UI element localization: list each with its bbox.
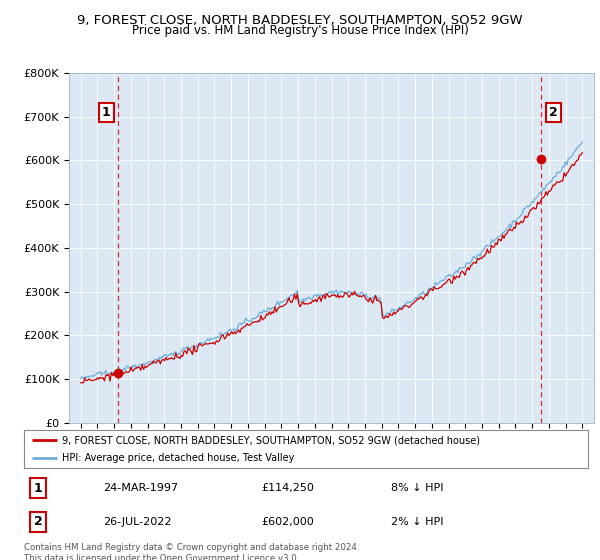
Text: £114,250: £114,250 <box>261 483 314 493</box>
Text: 1: 1 <box>34 482 43 495</box>
Text: 2% ↓ HPI: 2% ↓ HPI <box>391 517 443 527</box>
Text: 8% ↓ HPI: 8% ↓ HPI <box>391 483 443 493</box>
Text: 9, FOREST CLOSE, NORTH BADDESLEY, SOUTHAMPTON, SO52 9GW: 9, FOREST CLOSE, NORTH BADDESLEY, SOUTHA… <box>77 14 523 27</box>
Text: 2: 2 <box>34 515 43 529</box>
Text: HPI: Average price, detached house, Test Valley: HPI: Average price, detached house, Test… <box>62 453 295 463</box>
Text: Price paid vs. HM Land Registry's House Price Index (HPI): Price paid vs. HM Land Registry's House … <box>131 24 469 37</box>
Text: 1: 1 <box>102 106 110 119</box>
Text: Contains HM Land Registry data © Crown copyright and database right 2024.
This d: Contains HM Land Registry data © Crown c… <box>24 543 359 560</box>
Text: 2: 2 <box>548 106 557 119</box>
Text: 26-JUL-2022: 26-JUL-2022 <box>103 517 172 527</box>
Text: £602,000: £602,000 <box>261 517 314 527</box>
Text: 24-MAR-1997: 24-MAR-1997 <box>103 483 178 493</box>
Text: 9, FOREST CLOSE, NORTH BADDESLEY, SOUTHAMPTON, SO52 9GW (detached house): 9, FOREST CLOSE, NORTH BADDESLEY, SOUTHA… <box>62 435 481 445</box>
